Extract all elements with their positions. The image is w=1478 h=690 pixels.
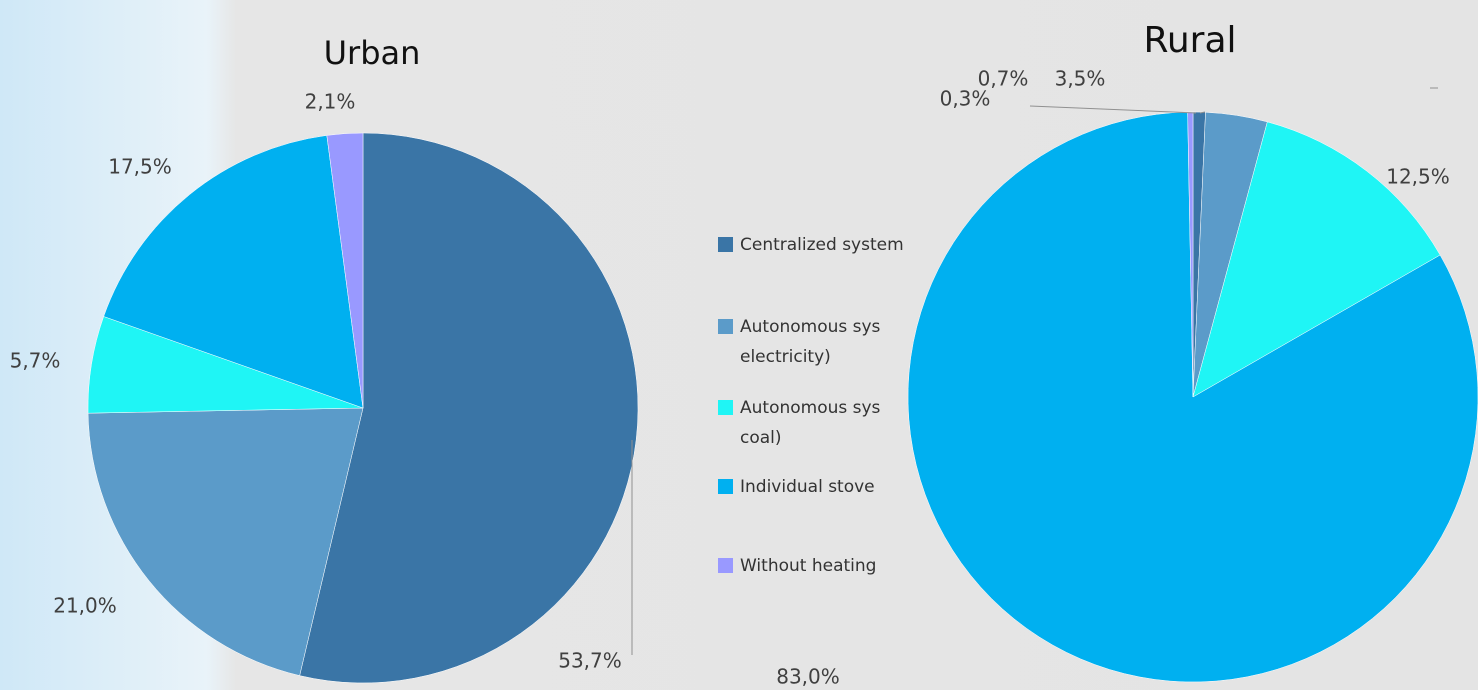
- data-label: 53,7%: [558, 649, 622, 673]
- pie-slice: [907, 111, 1478, 683]
- legend: Centralized system Autonomous sys electric…: [718, 235, 904, 576]
- legend-swatch: [718, 400, 733, 415]
- legend-swatch: [718, 479, 733, 494]
- pie-chart: Urban 53,7% 21,0% 5,7% 17,5% 2,1%: [10, 34, 639, 684]
- data-label: 5,7%: [10, 349, 61, 373]
- legend-label: Individual stove: [740, 477, 875, 497]
- pie-chart: Rural 0,7% 3,5% 12,5% 83,0% 0,3%: [776, 20, 1478, 689]
- data-label: 83,0%: [776, 665, 840, 689]
- pies: Urban 53,7% 21,0% 5,7% 17,5% 2,1% Rural 0,7% 3,5…: [10, 20, 1478, 689]
- data-label: 12,5%: [1386, 165, 1450, 189]
- data-label: 0,7%: [978, 67, 1029, 91]
- legend-swatch: [718, 319, 733, 334]
- pie-slice: [103, 135, 364, 409]
- legend-swatch: [718, 237, 733, 252]
- chart-title: Urban: [324, 34, 421, 72]
- pie-slice: [1187, 111, 1194, 398]
- pie-slice: [87, 407, 364, 676]
- legend-label: electricity): [740, 347, 831, 367]
- legend-label: Autonomous sys: [740, 398, 881, 418]
- legend-label: coal): [740, 428, 782, 448]
- pie-slice: [299, 132, 639, 684]
- legend-label: Centralized system: [740, 235, 904, 255]
- legend-label: Without heating: [740, 556, 876, 576]
- data-label: 2,1%: [305, 90, 356, 114]
- pie-slice: [1192, 121, 1441, 398]
- leader-line: [1199, 111, 1206, 114]
- data-label: 0,3%: [940, 87, 991, 111]
- data-label: 3,5%: [1055, 67, 1106, 91]
- data-label: 21,0%: [53, 594, 117, 618]
- pie-slice: [326, 132, 364, 409]
- legend-label: Autonomous sys: [740, 317, 881, 337]
- chart-title: Rural: [1143, 20, 1236, 61]
- legend-swatch: [718, 558, 733, 573]
- leader-line: [1029, 105, 1197, 114]
- data-label: 17,5%: [108, 155, 172, 179]
